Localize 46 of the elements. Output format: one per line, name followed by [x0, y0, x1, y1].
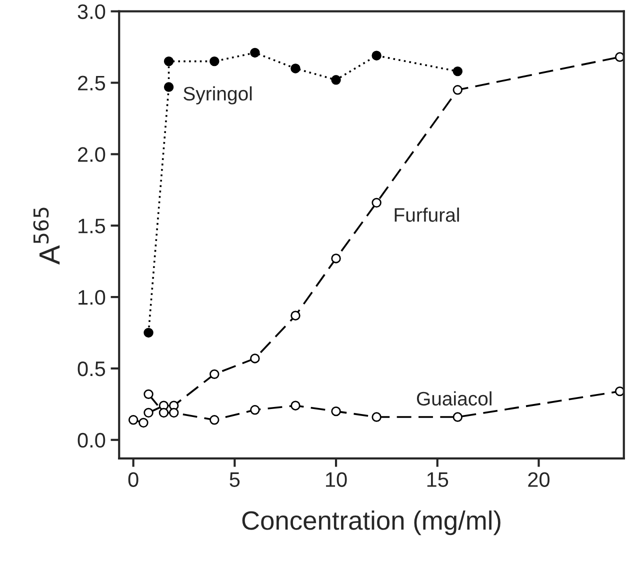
x-axis-title: Concentration (mg/ml) [242, 510, 500, 536]
point [164, 56, 174, 66]
point [250, 48, 260, 58]
point [614, 52, 624, 62]
point [331, 406, 341, 416]
y-tick-label: 2.0 [78, 147, 106, 162]
point [138, 418, 148, 428]
y-axis-title: A$^{565}$ [33, 208, 60, 265]
x-tick-label: 20 [528, 472, 550, 487]
point [372, 50, 382, 60]
point [372, 198, 382, 208]
series-label: Syringol [184, 86, 252, 104]
y-tick-label: 2.5 [78, 76, 106, 90]
point [210, 369, 220, 380]
point [210, 415, 220, 425]
point [290, 310, 300, 320]
y-tick-label: 1.5 [78, 218, 106, 234]
point [331, 75, 341, 85]
point [452, 85, 463, 95]
x-tick-label: 10 [326, 472, 347, 487]
series-label: Guaiacol [416, 391, 492, 406]
x-tick-label: 0 [128, 472, 138, 487]
y-tick-label: 3.0 [78, 4, 106, 20]
point [614, 386, 624, 396]
point [290, 400, 300, 410]
point [164, 82, 174, 92]
y-tick-label: 1.0 [78, 290, 106, 305]
point [210, 56, 220, 66]
point [372, 412, 382, 422]
point [452, 412, 463, 422]
point [144, 389, 154, 400]
x-tick-label: 5 [230, 472, 240, 487]
y-tick-label: 0.5 [78, 361, 106, 376]
point [250, 405, 260, 415]
point [452, 66, 463, 76]
point [158, 408, 169, 418]
point [128, 415, 138, 425]
point [250, 354, 260, 364]
point [144, 408, 154, 418]
point [144, 328, 154, 338]
point [169, 408, 179, 418]
point [290, 64, 300, 74]
point [331, 254, 341, 264]
y-tick-label: 0.0 [78, 432, 106, 448]
x-tick-label: 15 [427, 472, 448, 487]
series-label: Furfural [394, 208, 459, 222]
